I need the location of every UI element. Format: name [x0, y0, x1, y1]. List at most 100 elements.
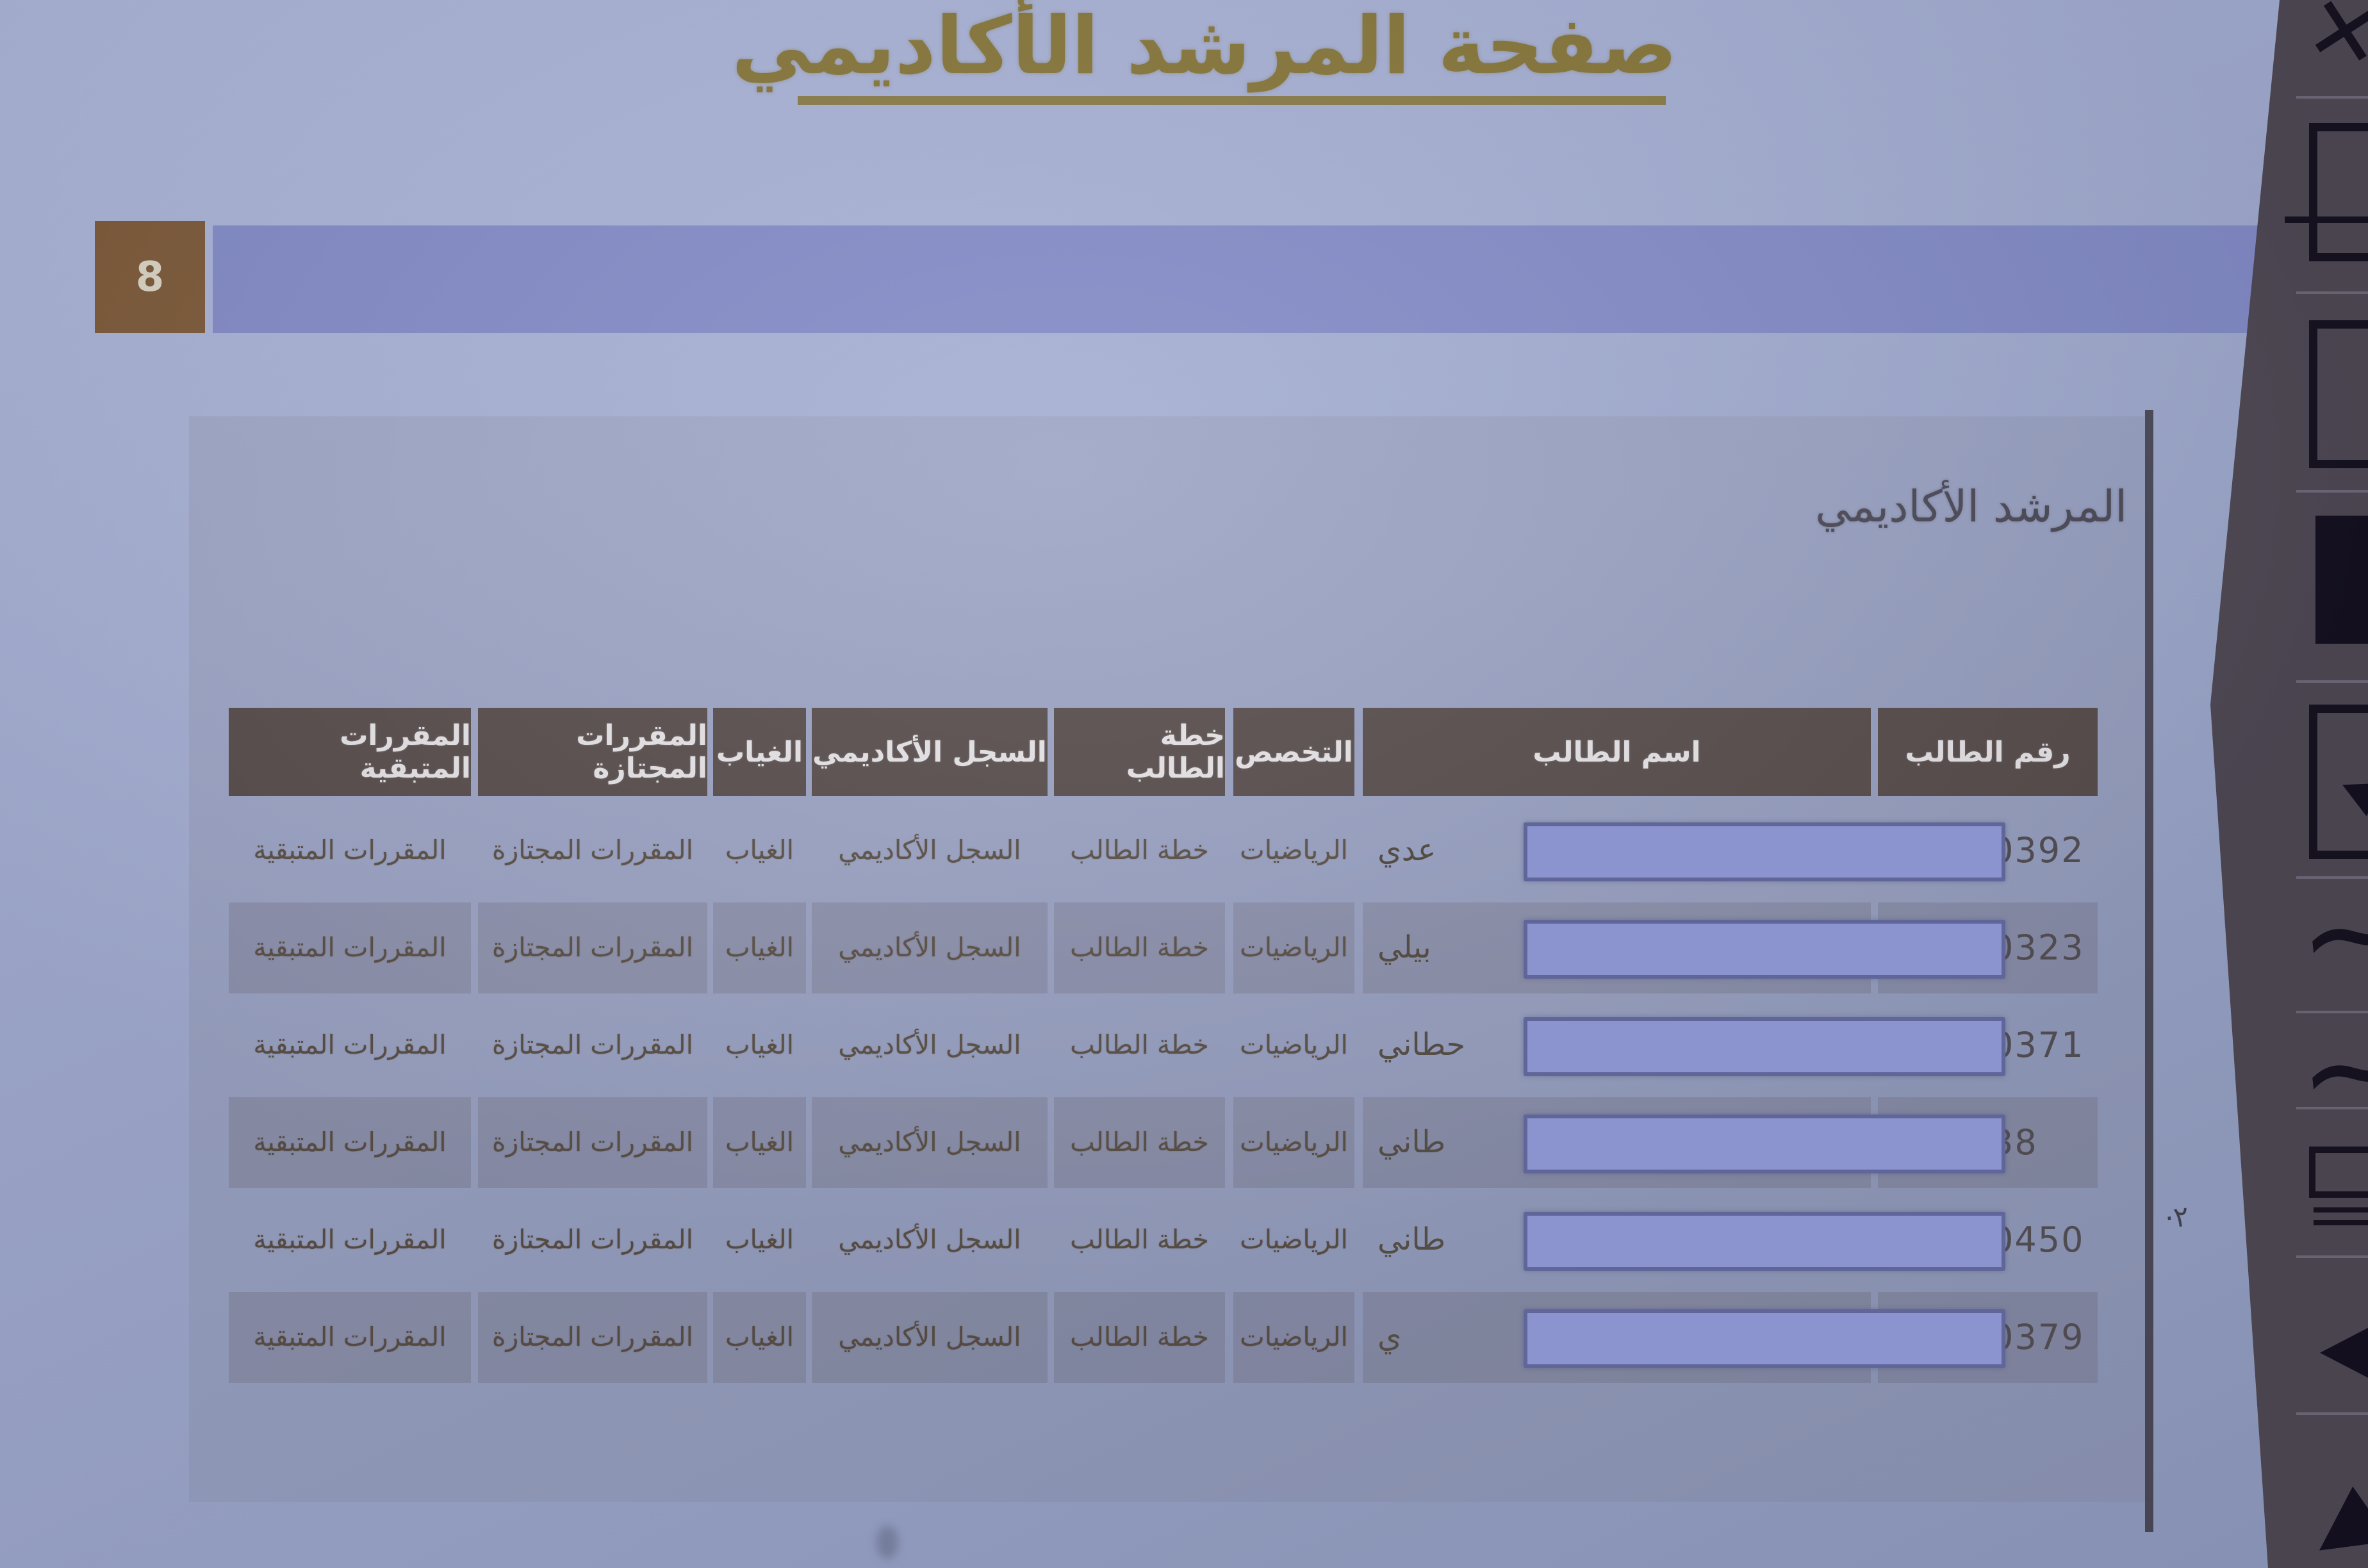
link-record[interactable]: السجل الأكاديمي: [838, 1321, 1021, 1352]
toolbar-divider: [2296, 490, 2368, 493]
table-header-plan: خطة الطالب: [1054, 708, 1225, 796]
table-row-shading: [812, 1097, 1048, 1188]
slide-title: صفحة المرشد الأكاديمي: [732, 0, 1677, 92]
cell-major: الرياضيات: [1240, 1127, 1348, 1157]
handwritten-mark: ·٢: [2162, 1200, 2191, 1236]
link-plan[interactable]: خطة الطالب: [1070, 1029, 1209, 1060]
frame-icon: [2309, 320, 2368, 468]
redaction-box: [1524, 1115, 2005, 1173]
redaction-box: [1524, 920, 2005, 979]
link-absence[interactable]: الغياب: [725, 835, 794, 865]
table-row-shading: [478, 1097, 707, 1188]
arrow-frame-icon: [2309, 705, 2368, 859]
panel-right-border: [2145, 410, 2153, 1532]
link-absence[interactable]: الغياب: [725, 1029, 794, 1060]
redaction-box: [1524, 1309, 2005, 1368]
table-header-remaining: المقررات المتبقية: [229, 708, 471, 796]
slide-page-number-badge: 8: [95, 221, 205, 333]
link-plan[interactable]: خطة الطالب: [1070, 1224, 1209, 1255]
frame-icon: [2309, 123, 2368, 261]
marker-icon: [2314, 1220, 2368, 1225]
toolbar-divider: [2296, 876, 2368, 879]
table-row-shading: [1233, 1292, 1354, 1383]
table-header-absence: الغياب: [713, 708, 806, 796]
link-remaining[interactable]: المقررات المتبقية: [253, 1029, 447, 1060]
link-passed[interactable]: المقررات المجتازة: [492, 1224, 693, 1255]
link-absence[interactable]: الغياب: [725, 932, 794, 963]
link-absence[interactable]: الغياب: [725, 1321, 794, 1352]
cell-student-number: 0392: [1991, 829, 2085, 870]
cell-name-fragment: ي: [1377, 1319, 1402, 1355]
link-remaining[interactable]: المقررات المتبقية: [253, 1127, 447, 1157]
marker-icon: [2309, 1147, 2368, 1198]
link-record[interactable]: السجل الأكاديمي: [838, 835, 1021, 865]
link-plan[interactable]: خطة الطالب: [1070, 932, 1209, 963]
toolbar-divider: [2296, 1011, 2368, 1013]
cell-name-fragment: طاني: [1377, 1124, 1446, 1160]
link-record[interactable]: السجل الأكاديمي: [838, 932, 1021, 963]
filled-frame-icon: [2315, 516, 2368, 644]
toolbar-divider: [2296, 1107, 2368, 1109]
table-row-shading: [1054, 902, 1225, 993]
cell-major: الرياضيات: [1240, 1029, 1348, 1060]
panel-heading: المرشد الأكاديمي: [1815, 482, 2127, 532]
table-header-number: رقم الطالب: [1878, 708, 2098, 796]
link-remaining[interactable]: المقررات المتبقية: [253, 1224, 447, 1255]
link-passed[interactable]: المقررات المجتازة: [492, 1029, 693, 1060]
link-passed[interactable]: المقررات المجتازة: [492, 835, 693, 865]
cell-student-number: 0450: [1991, 1219, 2085, 1260]
cell-student-number: 0379: [1991, 1316, 2085, 1357]
table-row-shading: [1054, 1097, 1225, 1188]
cell-major: الرياضيات: [1240, 1224, 1348, 1255]
table-row-shading: [229, 902, 471, 993]
cell-major: الرياضيات: [1240, 932, 1348, 963]
link-absence[interactable]: الغياب: [725, 1127, 794, 1157]
cell-name-fragment: طاني: [1377, 1221, 1446, 1257]
link-plan[interactable]: خطة الطالب: [1070, 1127, 1209, 1157]
table-row-shading: [478, 1292, 707, 1383]
cell-name-fragment: عدي: [1377, 832, 1436, 868]
cell-name-fragment: حطاني: [1377, 1027, 1466, 1063]
redaction-box: [1524, 1017, 2005, 1076]
table-row-shading: [713, 1292, 806, 1383]
table-row-shading: [1233, 1097, 1354, 1188]
cursor-triangle-icon: [2300, 1486, 2368, 1568]
cell-student-number: 38: [1991, 1122, 2038, 1163]
link-remaining[interactable]: المقررات المتبقية: [253, 932, 447, 963]
link-record[interactable]: السجل الأكاديمي: [838, 1029, 1021, 1060]
link-plan[interactable]: خطة الطالب: [1070, 1321, 1209, 1352]
redaction-box: [1524, 822, 2005, 881]
arrow-through-frame-icon: [2285, 216, 2368, 223]
link-record[interactable]: السجل الأكاديمي: [838, 1224, 1021, 1255]
cursor-triangle-icon: [2320, 1319, 2368, 1386]
cross-icon: ✕: [2297, 0, 2368, 92]
cell-student-number: 0371: [1991, 1024, 2085, 1065]
link-passed[interactable]: المقررات المجتازة: [492, 1127, 693, 1157]
slide-accent-bar: [213, 225, 2280, 333]
link-passed[interactable]: المقررات المجتازة: [492, 932, 693, 963]
table-row-shading: [713, 1097, 806, 1188]
table-header-major: التخصص: [1233, 708, 1354, 796]
link-remaining[interactable]: المقررات المتبقية: [253, 835, 447, 865]
marker-icon: [2314, 1207, 2368, 1213]
link-record[interactable]: السجل الأكاديمي: [838, 1127, 1021, 1157]
toolbar-divider: [2296, 680, 2368, 683]
wave-icon: ~: [2289, 985, 2368, 1154]
cell-major: الرياضيات: [1240, 1321, 1348, 1352]
link-plan[interactable]: خطة الطالب: [1070, 835, 1209, 865]
side-toolbar-strip: ✕ ~ ~: [2210, 0, 2368, 1568]
toolbar-divider: [2296, 1255, 2368, 1258]
link-absence[interactable]: الغياب: [725, 1224, 794, 1255]
table-row-shading: [812, 902, 1048, 993]
link-remaining[interactable]: المقررات المتبقية: [253, 1321, 447, 1352]
link-passed[interactable]: المقررات المجتازة: [492, 1321, 693, 1352]
table-row-shading: [1233, 902, 1354, 993]
slide-title-underline: [798, 96, 1666, 105]
table-row-shading: [229, 1097, 471, 1188]
table-row-shading: [229, 1292, 471, 1383]
cell-major: الرياضيات: [1240, 835, 1348, 865]
table-header-passed: المقررات المجتازة: [478, 708, 707, 796]
table-row-shading: [478, 902, 707, 993]
projection-smudge: [876, 1526, 898, 1559]
table-row-shading: [713, 902, 806, 993]
